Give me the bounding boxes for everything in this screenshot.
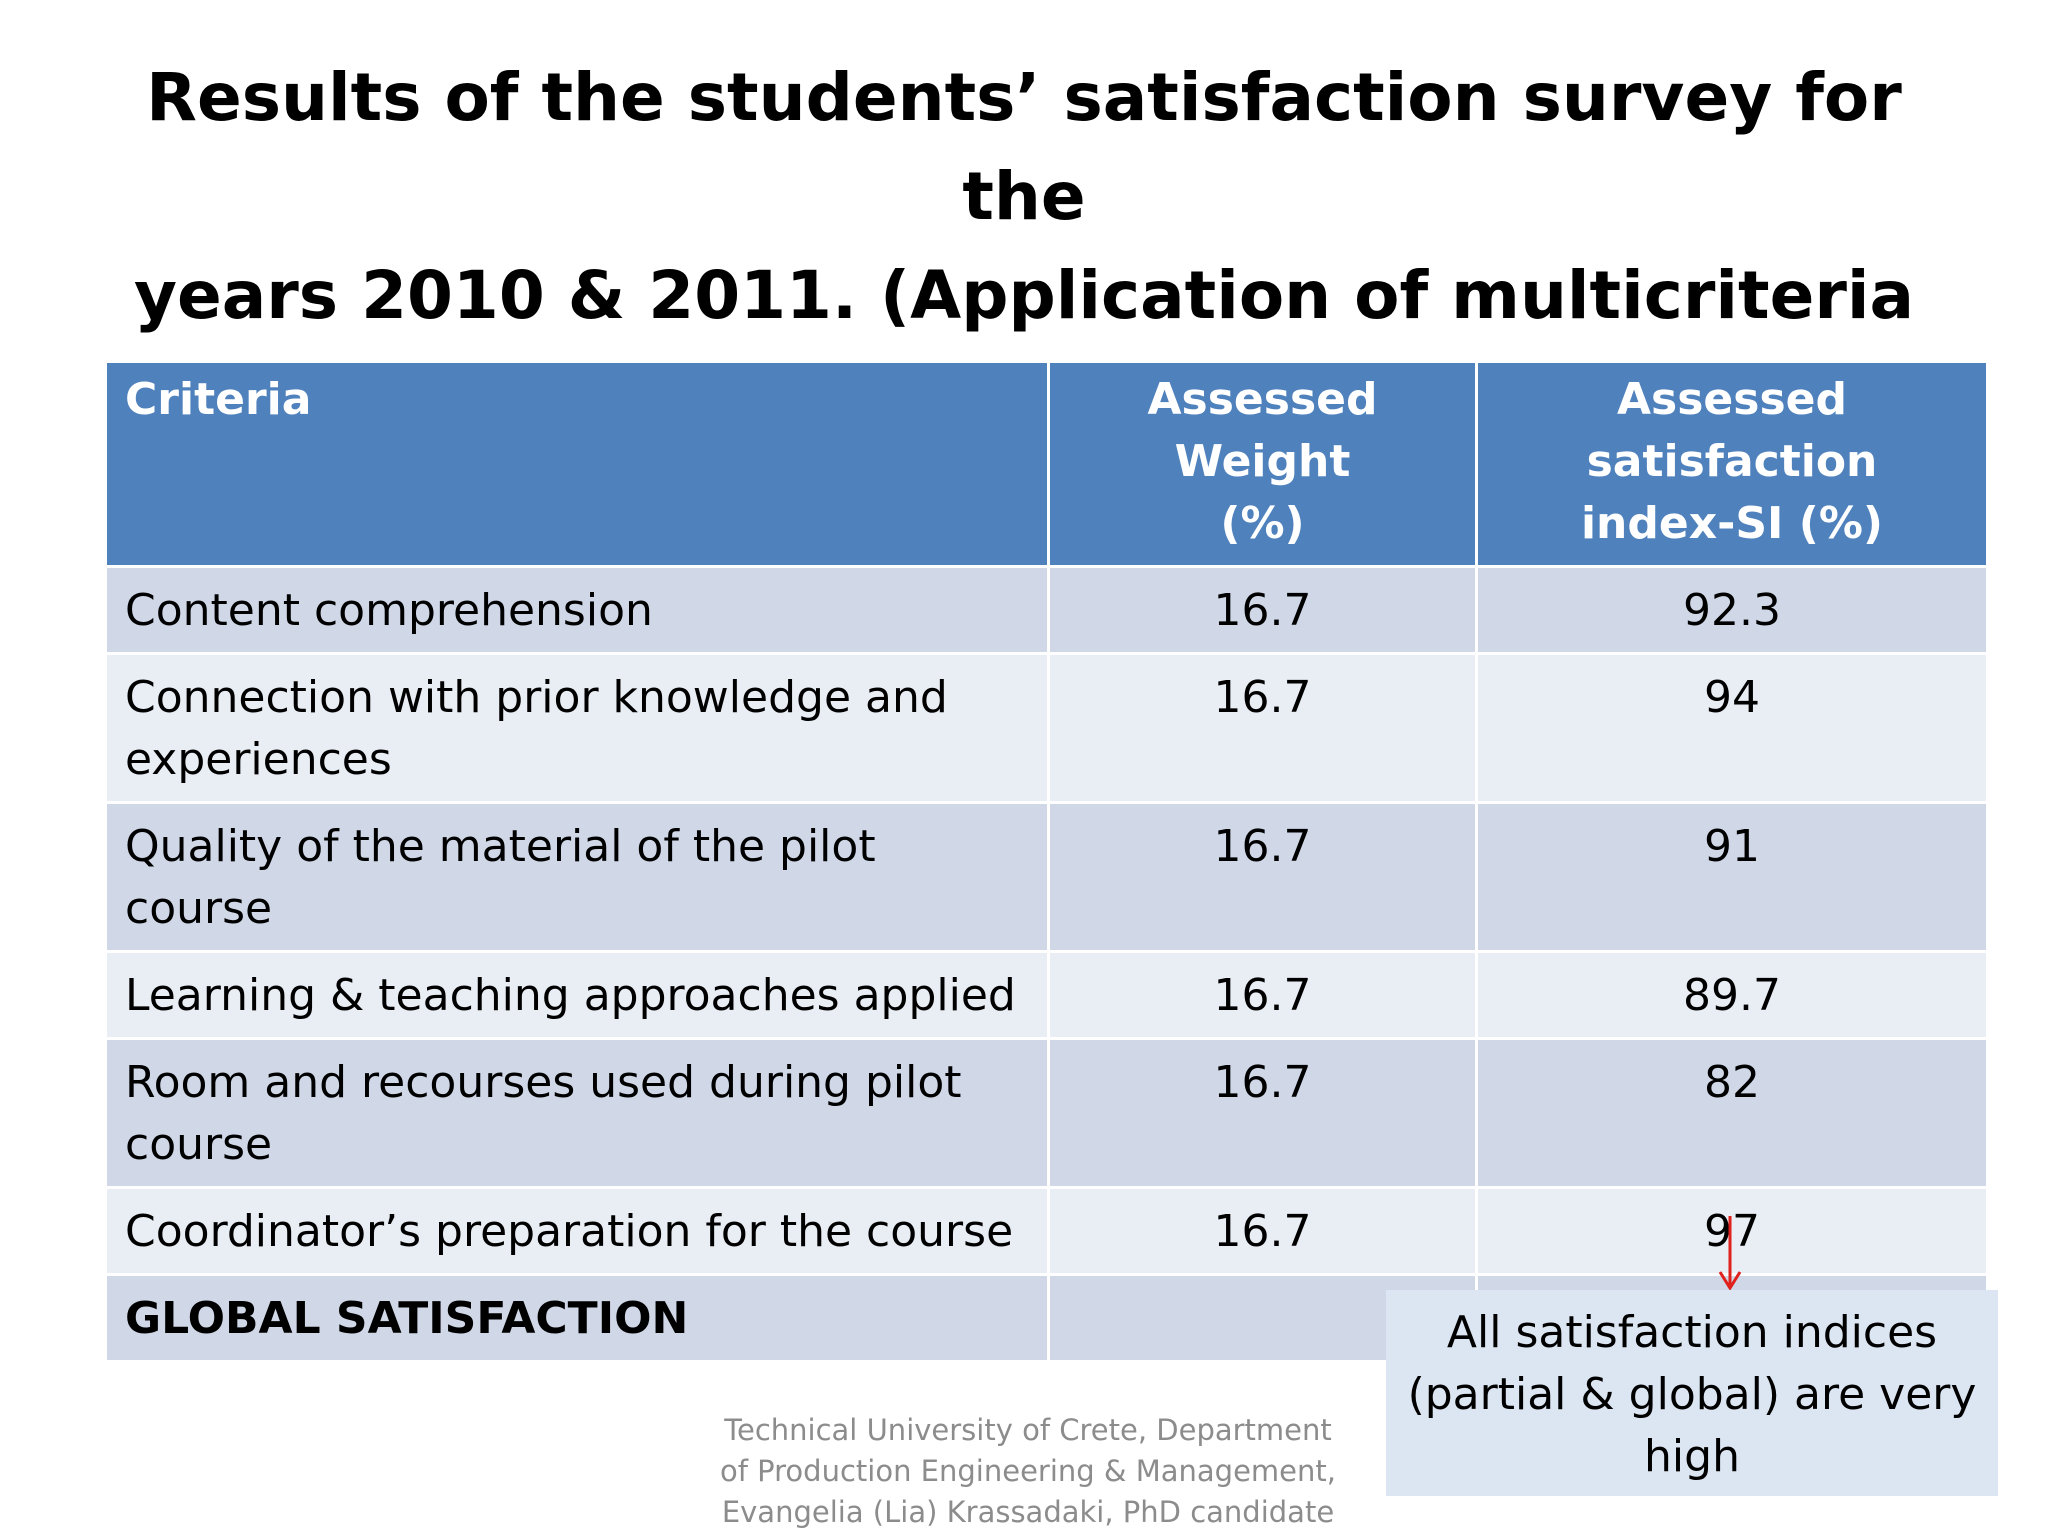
- criteria-cell: Coordinator’s preparation for the course: [104, 1186, 1050, 1276]
- si-cell: 91: [1475, 801, 1989, 953]
- si-cell: 94: [1475, 652, 1989, 804]
- si-cell: 92.3: [1475, 565, 1989, 655]
- table-row: Quality of the material of the pilot cou…: [104, 801, 1989, 953]
- weight-cell: 16.7: [1047, 1186, 1478, 1276]
- footer-line-2: of Production Engineering & Management,: [720, 1454, 1336, 1488]
- footer-credit: Technical University of Crete, Departmen…: [718, 1410, 1338, 1533]
- table-row: Coordinator’s preparation for the course…: [104, 1186, 1989, 1276]
- si-cell: 89.7: [1475, 950, 1989, 1040]
- si-cell: 82: [1475, 1037, 1989, 1189]
- header-assessed-weight: Assessed Weight (%): [1047, 360, 1478, 568]
- weight-cell: 16.7: [1047, 950, 1478, 1040]
- slide-title-line-2: years 2010 & 2011. (Application of multi…: [133, 257, 1915, 334]
- slide-title-line-1: Results of the students’ satisfaction su…: [146, 59, 1902, 235]
- footer-line-1: Technical University of Crete, Departmen…: [724, 1413, 1332, 1447]
- table-row: Room and recourses used during pilot cou…: [104, 1037, 1989, 1189]
- criteria-cell: Content comprehension: [104, 565, 1050, 655]
- header-criteria: Criteria: [104, 360, 1050, 568]
- global-criteria-cell: GLOBAL SATISFACTION: [104, 1273, 1050, 1363]
- table-header-row: Criteria Assessed Weight (%) Assessed sa…: [104, 360, 1989, 568]
- criteria-cell: Connection with prior knowledge and expe…: [104, 652, 1050, 804]
- weight-cell: 16.7: [1047, 801, 1478, 953]
- weight-cell: 16.7: [1047, 1037, 1478, 1189]
- header-assessed-weight-line-1: Assessed Weight: [1147, 374, 1378, 487]
- weight-cell: 16.7: [1047, 565, 1478, 655]
- criteria-cell: Room and recourses used during pilot cou…: [104, 1037, 1050, 1189]
- weight-cell: 16.7: [1047, 652, 1478, 804]
- header-satisfaction-index: Assessed satisfaction index-SI (%): [1475, 360, 1989, 568]
- conclusion-note-line-1: All satisfaction indices: [1446, 1307, 1938, 1358]
- conclusion-note-line-3: high: [1644, 1431, 1740, 1482]
- conclusion-note-line-2: (partial & global) are very: [1407, 1369, 1977, 1420]
- footer-line-3: Evangelia (Lia) Krassadaki, PhD candidat…: [721, 1495, 1335, 1529]
- satisfaction-table: Criteria Assessed Weight (%) Assessed sa…: [104, 360, 1989, 1363]
- header-satisfaction-index-line-2: index-SI (%): [1580, 498, 1884, 549]
- criteria-cell: Learning & teaching approaches applied: [104, 950, 1050, 1040]
- table-row: Content comprehension 16.7 92.3: [104, 565, 1989, 655]
- conclusion-note: All satisfaction indices (partial & glob…: [1386, 1290, 1998, 1496]
- header-satisfaction-index-line-1: Assessed satisfaction: [1586, 374, 1878, 487]
- table-row: Connection with prior knowledge and expe…: [104, 652, 1989, 804]
- si-cell: 97: [1475, 1186, 1989, 1276]
- table-row: Learning & teaching approaches applied 1…: [104, 950, 1989, 1040]
- down-arrow-icon: [1718, 1216, 1742, 1291]
- criteria-cell: Quality of the material of the pilot cou…: [104, 801, 1050, 953]
- header-assessed-weight-line-2: (%): [1220, 498, 1305, 549]
